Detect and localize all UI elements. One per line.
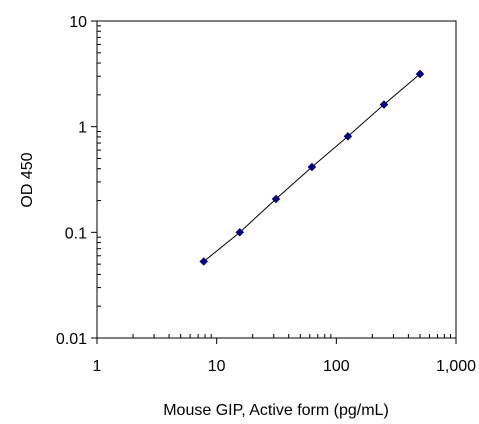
minor-ticks [97, 25, 452, 338]
x-tick-label: 100 [323, 358, 350, 375]
data-point [235, 227, 245, 237]
data-point [199, 257, 209, 266]
y-tick-labels: 0.01 0.1 1 10 [56, 14, 87, 348]
data-point [415, 69, 425, 79]
y-axis-label: OD 450 [19, 152, 36, 207]
major-ticks [91, 20, 457, 344]
x-tick-label: 10 [208, 358, 226, 375]
x-tick-labels: 1 10 100 1,000 [93, 358, 477, 375]
data-point [379, 100, 389, 109]
x-tick-label: 1,000 [436, 358, 476, 375]
y-tick-label: 10 [69, 14, 87, 31]
y-tick-label: 0.1 [65, 225, 87, 242]
plot-area [96, 20, 457, 339]
data-point [343, 131, 353, 141]
data-point [271, 194, 281, 204]
x-tick-label: 1 [93, 358, 102, 375]
series-points [199, 69, 425, 266]
data-point [307, 162, 317, 172]
y-tick-label: 1 [78, 120, 87, 137]
y-tick-label: 0.01 [56, 331, 87, 348]
x-axis-label: Mouse GIP, Active form (pg/mL) [163, 402, 389, 419]
plot-border [96, 20, 457, 339]
